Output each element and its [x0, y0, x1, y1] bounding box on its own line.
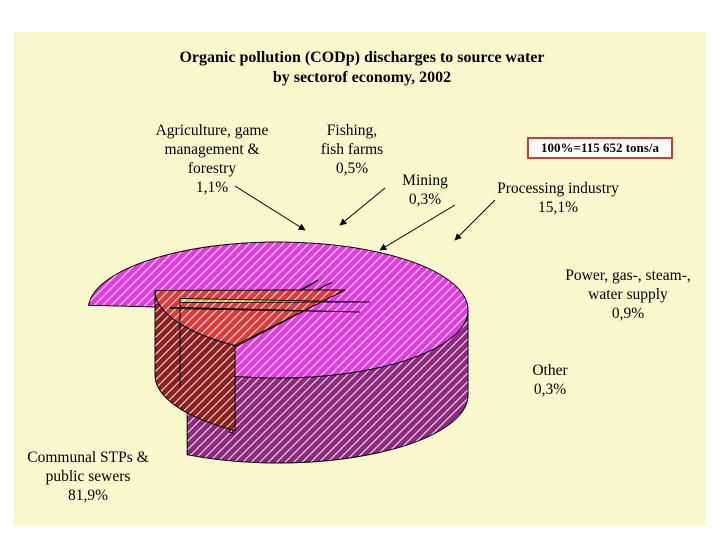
- label-communal-line-1: public sewers: [46, 468, 131, 485]
- label-power-line-0: Power, gas-, steam-,: [565, 267, 691, 284]
- label-fishing-line-2: 0,5%: [336, 160, 368, 177]
- label-processing: Processing industry 15,1%: [497, 180, 619, 216]
- label-communal-line-2: 81,9%: [68, 487, 108, 504]
- label-other-line-1: 0,3%: [534, 381, 566, 398]
- label-fishing-line-0: Fishing,: [327, 122, 377, 139]
- label-agriculture-line-0: Agriculture, game: [156, 122, 269, 139]
- label-communal: Communal STPs & public sewers 81,9%: [27, 449, 148, 504]
- label-fishing-line-1: fish farms: [321, 141, 383, 158]
- slice-power: [179, 298, 371, 388]
- label-power: Power, gas-, steam-, water supply 0,9%: [565, 267, 691, 322]
- label-agriculture-line-3: 1,1%: [196, 179, 228, 196]
- label-processing-line-0: Processing industry: [497, 180, 619, 197]
- label-power-line-1: water supply: [588, 286, 668, 303]
- leader-agriculture: [234, 185, 306, 231]
- label-communal-line-0: Communal STPs &: [27, 449, 148, 466]
- chart-title: Organic pollution (CODp) discharges to s…: [179, 49, 544, 66]
- chart-subtitle: by sectorof economy, 2002: [273, 69, 451, 86]
- total-note: 100%=115 652 tons/a: [527, 137, 673, 159]
- slice-top-hatch-other: [169, 306, 361, 313]
- label-fishing: Fishing, fish farms 0,5%: [321, 122, 383, 177]
- slice-communal: [87, 241, 469, 464]
- label-mining: Mining 0,3%: [402, 172, 448, 208]
- leader-processing: [454, 199, 496, 241]
- label-power-line-2: 0,9%: [612, 305, 644, 322]
- label-agriculture-line-1: management &: [164, 141, 259, 158]
- label-other-line-0: Other: [532, 362, 568, 379]
- leader-mining: [379, 204, 456, 251]
- leader-fishing: [339, 187, 386, 226]
- label-mining-line-1: 0,3%: [409, 191, 441, 208]
- label-other: Other 0,3%: [532, 362, 568, 398]
- slice-processing: [154, 289, 346, 431]
- slice-other: [169, 306, 361, 313]
- label-mining-line-0: Mining: [402, 172, 448, 189]
- slice-top-hatch-power: [179, 298, 371, 303]
- slice-top-hatch-processing: [154, 289, 346, 346]
- label-agriculture: Agriculture, game management & forestry 1,1…: [156, 122, 269, 196]
- label-agriculture-line-2: forestry: [188, 160, 236, 177]
- label-processing-line-1: 15,1%: [538, 199, 578, 216]
